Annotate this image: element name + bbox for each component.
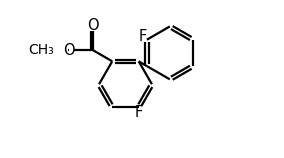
Text: F: F — [139, 29, 147, 44]
Text: F: F — [135, 105, 143, 120]
Text: O: O — [63, 43, 74, 58]
Text: O: O — [87, 18, 99, 33]
Text: CH₃: CH₃ — [28, 43, 53, 57]
